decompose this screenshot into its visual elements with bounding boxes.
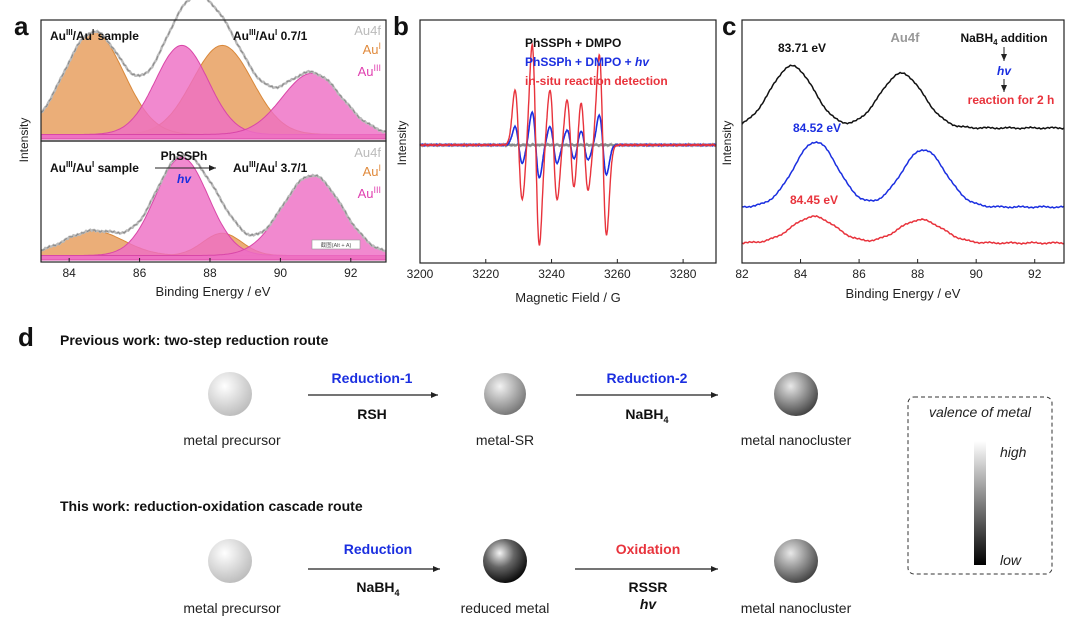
tick-label: 88 <box>911 267 925 281</box>
row2-arrow-2-top: Oxidation <box>616 541 681 557</box>
panel-d-scheme: Previous work: two-step reduction route … <box>60 332 1053 616</box>
scheme-this-title: This work: reduction-oxidation cascade r… <box>60 498 363 514</box>
valence-high-label: high <box>1000 444 1027 460</box>
panel-a-bottom-arrow-hv: hv <box>177 172 192 186</box>
panel-letter-c: c <box>722 11 736 41</box>
panel-c-peak-label-black: 83.71 eV <box>778 41 826 55</box>
panel-c-au4f-label: Au4f <box>891 30 921 45</box>
panel-a-top-legend-au4f: Au4f <box>354 23 381 38</box>
panel-a: AuIII/AuI sample AuIII/AuI 0.7/1 Au4f Au… <box>17 0 387 299</box>
panel-b-legend-1: PhSSPh + DMPO <box>525 36 621 50</box>
tick-label: 3280 <box>670 267 697 281</box>
valence-gradient-bar <box>974 441 986 565</box>
sphere-metal-sr <box>484 373 526 415</box>
panel-a-bottom-legend-aui: AuI <box>363 163 381 179</box>
tick-label: 92 <box>1028 267 1042 281</box>
valence-low-label: low <box>1000 552 1022 568</box>
panel-b-plot <box>419 42 717 246</box>
panel-a-bottom-tiny-box <box>311 239 361 250</box>
panel-b-y-label: Intensity <box>395 121 409 166</box>
row2-label-metal-precursor: metal precursor <box>183 600 281 616</box>
row2-arrow-2-hv: hv <box>640 596 658 612</box>
panel-c-note-reaction: reaction for 2 h <box>968 93 1055 107</box>
panel-c-x-label: Binding Energy / eV <box>846 286 961 301</box>
sphere-metal-nanocluster-2 <box>774 539 818 583</box>
valence-legend-box <box>907 396 1053 575</box>
panel-a-bottom-tiny-label: 截图(Alt + A) <box>321 241 352 249</box>
sphere-metal-precursor-1 <box>208 372 252 416</box>
panel-a-y-label: Intensity <box>17 118 31 163</box>
panel-c-y-label: Intensity <box>720 121 734 166</box>
panel-a-bottom-legend-auiii: AuIII <box>358 185 381 201</box>
xps-series-line <box>741 215 1065 245</box>
row2-arrow-1-top: Reduction <box>344 541 412 557</box>
panel-letter-a: a <box>14 11 29 41</box>
panel-a-bottom-plot <box>40 152 387 261</box>
panel-a-x-ticks: 84 86 88 90 92 <box>62 258 358 280</box>
row2-arrow-1-bottom: NaBH4 <box>356 579 399 598</box>
panel-a-top-legend-auiii: AuIII <box>358 63 381 79</box>
scheme-previous-title: Previous work: two-step reduction route <box>60 332 329 348</box>
au4f-fit-line <box>41 153 387 252</box>
panel-c-note-hv: hv <box>997 64 1012 78</box>
sphere-metal-nanocluster-1 <box>774 372 818 416</box>
xps-series-line <box>741 141 1065 209</box>
row1-label-metal-nanocluster: metal nanocluster <box>741 432 852 448</box>
au4f-fit-line <box>40 0 387 133</box>
tick-label: 84 <box>62 266 76 280</box>
panel-c-peak-label-red: 84.45 eV <box>790 193 838 207</box>
tick-label: 90 <box>970 267 984 281</box>
panel-b-x-ticks: 3200 3220 3240 3260 3280 <box>407 259 697 281</box>
tick-label: 90 <box>274 266 288 280</box>
tick-label: 92 <box>344 266 358 280</box>
panel-c-frame <box>741 19 1065 264</box>
panel-b-frame <box>419 19 717 264</box>
panel-letter-d: d <box>18 322 34 352</box>
panel-c-peak-label-blue: 84.52 eV <box>793 121 841 135</box>
tick-label: 3220 <box>472 267 499 281</box>
tick-label: 86 <box>852 267 866 281</box>
row2-label-metal-nanocluster: metal nanocluster <box>741 600 852 616</box>
epr-series-line <box>419 42 717 246</box>
panel-a-top-plot <box>40 0 387 140</box>
tick-label: 3240 <box>538 267 565 281</box>
valence-legend-title: valence of metal <box>929 404 1032 420</box>
panel-a-bottom-frame <box>40 140 387 263</box>
tick-label: 3200 <box>407 267 434 281</box>
panel-b-x-label: Magnetic Field / G <box>515 290 621 305</box>
row1-arrow-2-bottom: NaBH4 <box>625 406 668 425</box>
row2-label-reduced-metal: reduced metal <box>461 600 550 616</box>
row1-label-metal-precursor: metal precursor <box>183 432 281 448</box>
row1-label-metal-sr: metal-SR <box>476 432 534 448</box>
panel-a-top-sample-label: AuIII/AuI sample <box>50 28 139 43</box>
row1-arrow-2-top: Reduction-2 <box>607 370 688 386</box>
panel-c-plot <box>741 64 1065 245</box>
panel-c: 82 84 86 88 90 92 Au4f 83.71 eV 84.52 eV 84.4… <box>720 19 1065 301</box>
sphere-reduced-metal <box>483 539 527 583</box>
panel-a-top-legend-aui: AuI <box>363 41 381 57</box>
row1-arrow-1-bottom: RSH <box>357 406 387 422</box>
row1-arrow-1-top: Reduction-1 <box>332 370 413 386</box>
panel-a-x-label: Binding Energy / eV <box>156 284 271 299</box>
panel-letter-b: b <box>393 11 409 41</box>
sphere-metal-precursor-2 <box>208 539 252 583</box>
panel-b-legend-2: PhSSPh + DMPO + hv <box>525 55 650 69</box>
panel-a-bottom-arrow-label: PhSSPh <box>161 149 208 163</box>
tick-label: 82 <box>735 267 749 281</box>
panel-b-legend-3: in-situ reaction detection <box>525 74 668 88</box>
panel-a-top-ratio-label: AuIII/AuI 0.7/1 <box>233 28 308 43</box>
tick-label: 84 <box>794 267 808 281</box>
tick-label: 88 <box>203 266 217 280</box>
panel-a-bottom-legend-au4f: Au4f <box>354 145 381 160</box>
panel-a-bottom-ratio-label: AuIII/AuI 3.7/1 <box>233 160 308 175</box>
tick-label: 86 <box>133 266 147 280</box>
row2-arrow-2-bottom: RSSR <box>629 579 668 595</box>
tick-label: 3260 <box>604 267 631 281</box>
panel-b: 3200 3220 3240 3260 3280 PhSSPh + DMPO PhSSP… <box>395 19 717 305</box>
panel-a-bottom-sample-label: AuIII/AuI sample <box>50 160 139 175</box>
panel-c-note-addition: NaBH4 addition <box>960 31 1047 47</box>
panel-c-x-ticks: 82 84 86 88 90 92 <box>735 259 1042 281</box>
xps-series-line <box>741 64 1065 130</box>
